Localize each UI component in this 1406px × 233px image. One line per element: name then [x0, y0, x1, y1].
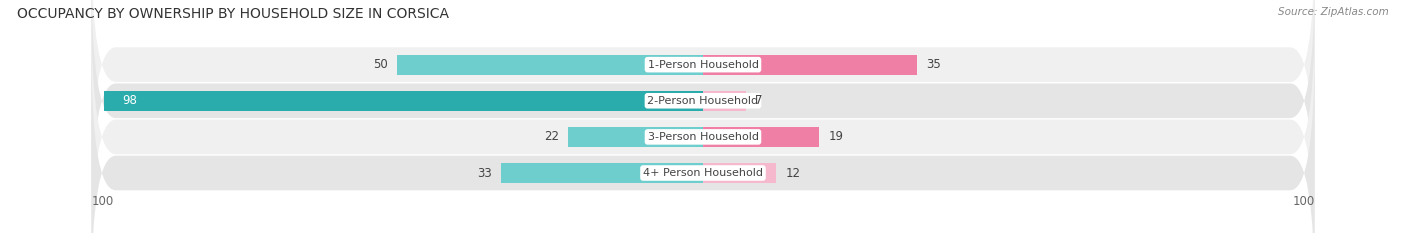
- Bar: [568, 127, 703, 147]
- Text: 4+ Person Household: 4+ Person Household: [643, 168, 763, 178]
- Text: 98: 98: [122, 94, 136, 107]
- Text: 33: 33: [477, 167, 492, 179]
- FancyBboxPatch shape: [91, 10, 1315, 233]
- Text: 100: 100: [91, 195, 114, 208]
- Text: Source: ZipAtlas.com: Source: ZipAtlas.com: [1278, 7, 1389, 17]
- FancyBboxPatch shape: [91, 46, 1315, 233]
- Text: 3-Person Household: 3-Person Household: [648, 132, 758, 142]
- Bar: [398, 55, 703, 75]
- Text: 2-Person Household: 2-Person Household: [647, 96, 759, 106]
- FancyBboxPatch shape: [91, 0, 1315, 192]
- Text: 22: 22: [544, 130, 560, 143]
- Bar: [501, 163, 703, 183]
- Text: 12: 12: [786, 167, 800, 179]
- Text: 19: 19: [828, 130, 844, 143]
- Bar: [703, 91, 745, 111]
- Text: OCCUPANCY BY OWNERSHIP BY HOUSEHOLD SIZE IN CORSICA: OCCUPANCY BY OWNERSHIP BY HOUSEHOLD SIZE…: [17, 7, 449, 21]
- Text: 100: 100: [1292, 195, 1315, 208]
- Bar: [703, 163, 776, 183]
- Text: 50: 50: [373, 58, 388, 71]
- Bar: [104, 91, 703, 111]
- FancyBboxPatch shape: [91, 0, 1315, 228]
- Text: 1-Person Household: 1-Person Household: [648, 60, 758, 70]
- Text: 7: 7: [755, 94, 762, 107]
- Bar: [703, 127, 820, 147]
- Bar: [703, 55, 917, 75]
- Text: 35: 35: [927, 58, 941, 71]
